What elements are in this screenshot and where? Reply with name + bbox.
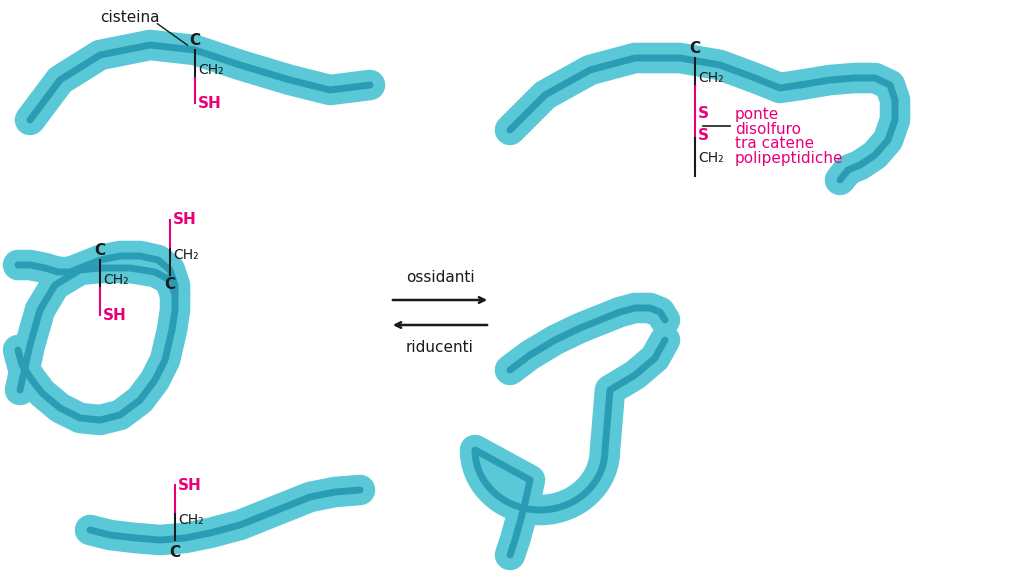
Text: CH₂: CH₂	[178, 513, 204, 527]
Text: CH₂: CH₂	[103, 273, 129, 287]
Text: polipeptidiche: polipeptidiche	[735, 151, 844, 167]
Text: S: S	[698, 128, 709, 143]
Text: tra catene: tra catene	[735, 136, 814, 151]
Text: C: C	[689, 41, 700, 56]
Text: riducenti: riducenti	[407, 340, 474, 355]
Text: C: C	[169, 545, 180, 560]
Text: S: S	[698, 105, 709, 120]
Text: C: C	[94, 243, 105, 258]
Text: SH: SH	[103, 308, 127, 323]
Text: SH: SH	[198, 96, 222, 111]
Text: CH₂: CH₂	[198, 63, 223, 77]
Text: CH₂: CH₂	[173, 248, 199, 262]
Text: ponte: ponte	[735, 107, 779, 121]
Text: C: C	[165, 277, 175, 292]
Text: ossidanti: ossidanti	[406, 270, 474, 285]
Text: disolfuro: disolfuro	[735, 121, 801, 136]
Text: C: C	[189, 33, 201, 48]
Text: SH: SH	[178, 477, 202, 493]
Text: CH₂: CH₂	[698, 151, 724, 165]
Text: cisteina: cisteina	[100, 10, 160, 26]
Text: SH: SH	[173, 213, 197, 227]
Text: CH₂: CH₂	[698, 71, 724, 85]
